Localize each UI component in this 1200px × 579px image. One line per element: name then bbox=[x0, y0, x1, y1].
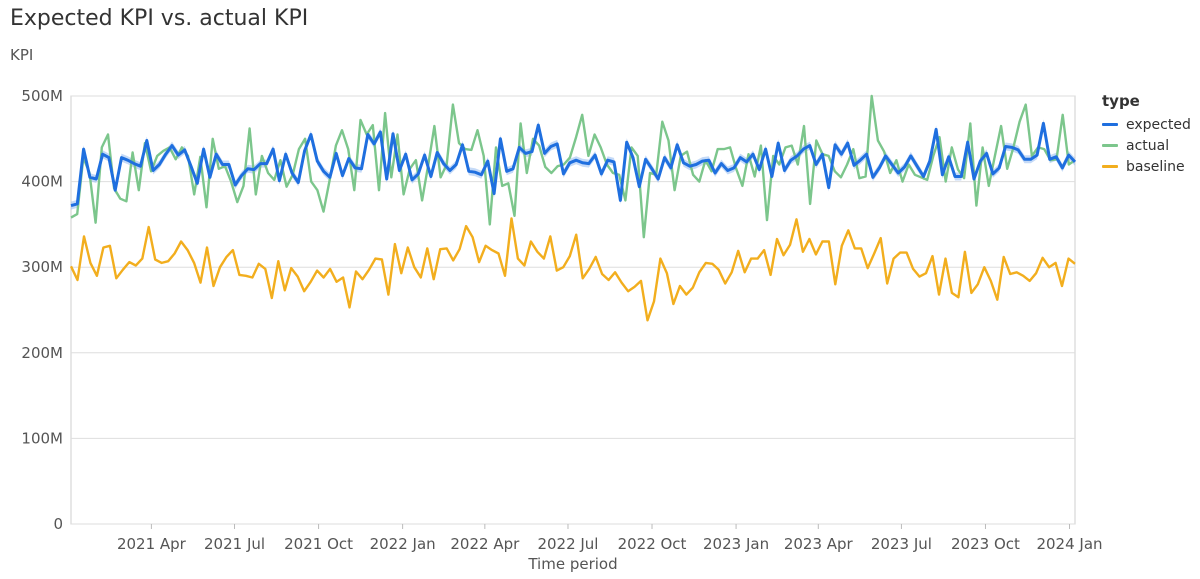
x-tick-label: 2021 Oct bbox=[284, 535, 353, 553]
legend-label: baseline bbox=[1126, 158, 1185, 175]
x-tick-label: 2022 Apr bbox=[450, 535, 520, 553]
y-tick-label: 200M bbox=[21, 344, 63, 362]
y-axis-title: KPI bbox=[10, 46, 34, 64]
x-tick-label: 2024 Jan bbox=[1036, 535, 1102, 553]
x-tick-label: 2021 Apr bbox=[117, 535, 187, 553]
series-line-expected bbox=[70, 121, 1077, 208]
legend-item-actual: actual bbox=[1102, 135, 1191, 156]
y-tick-label: 0 bbox=[53, 515, 63, 533]
y-tick-label: 400M bbox=[21, 173, 63, 191]
confidence-band bbox=[71, 119, 1075, 210]
y-axis: 0 100M 200M 300M 400M 500M bbox=[21, 87, 63, 533]
legend-item-baseline: baseline bbox=[1102, 156, 1191, 177]
legend-title: type bbox=[1102, 92, 1140, 110]
x-tick-label: 2023 Jul bbox=[871, 535, 932, 553]
legend: type expected actual baseline bbox=[1102, 92, 1191, 177]
series-line-actual bbox=[70, 94, 1076, 239]
series-band-expected bbox=[71, 119, 1075, 210]
legend-item-expected: expected bbox=[1102, 114, 1191, 135]
x-tick-label: 2022 Jan bbox=[370, 535, 436, 553]
series-line-baseline bbox=[69, 217, 1076, 322]
x-tick-label: 2023 Oct bbox=[951, 535, 1020, 553]
x-axis-title: Time period bbox=[527, 555, 617, 573]
series-lines bbox=[69, 94, 1077, 322]
x-tick-label: 2023 Jan bbox=[703, 535, 769, 553]
legend-swatch bbox=[1102, 123, 1118, 126]
legend-label: expected bbox=[1126, 116, 1191, 133]
legend-swatch bbox=[1102, 165, 1118, 168]
chart-title: Expected KPI vs. actual KPI bbox=[10, 6, 309, 31]
legend-swatch bbox=[1102, 144, 1118, 147]
x-tick-label: 2022 Jul bbox=[537, 535, 598, 553]
y-tick-label: 500M bbox=[21, 87, 63, 105]
x-tick-label: 2021 Jul bbox=[204, 535, 265, 553]
x-axis: 2021 Apr 2021 Jul 2021 Oct 2022 Jan 2022 Apr… bbox=[117, 524, 1103, 553]
x-tick-label: 2023 Apr bbox=[784, 535, 854, 553]
y-tick-label: 300M bbox=[21, 258, 63, 276]
legend-label: actual bbox=[1126, 137, 1170, 154]
y-tick-label: 100M bbox=[21, 429, 63, 447]
x-tick-label: 2022 Oct bbox=[618, 535, 687, 553]
